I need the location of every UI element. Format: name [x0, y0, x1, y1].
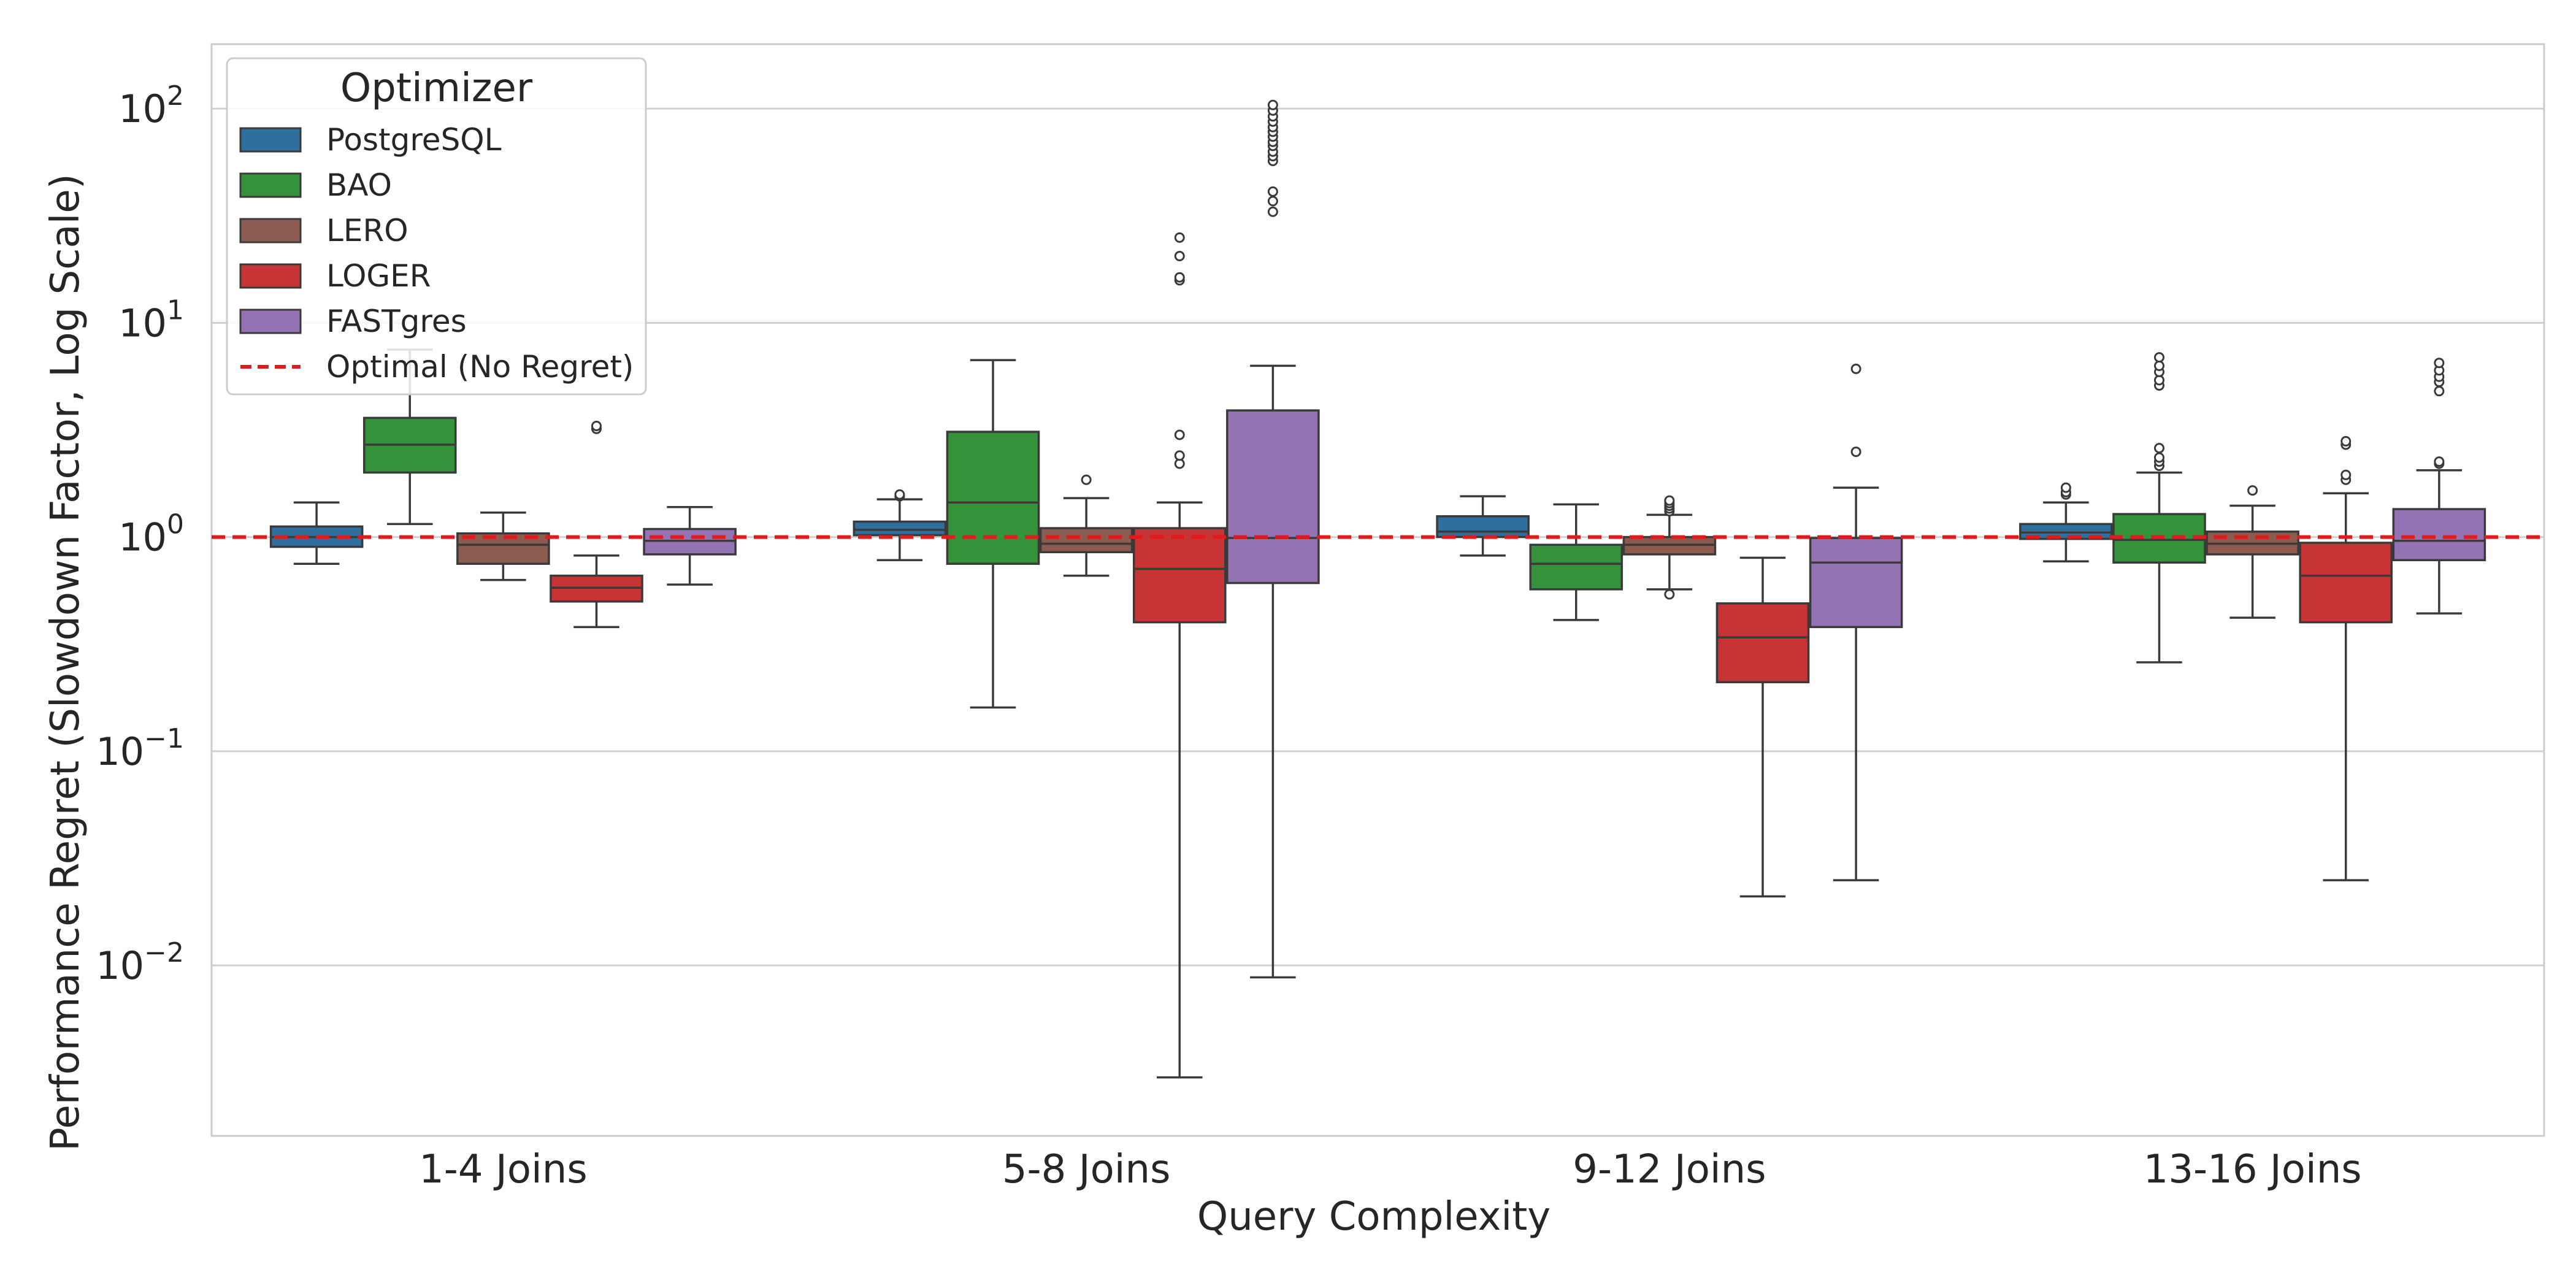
- box: [853, 520, 947, 537]
- outlier-point: [2154, 352, 2165, 363]
- outlier-point: [1174, 429, 1185, 440]
- y-axis-label: Performance Regret (Slowdown Factor, Log…: [43, 174, 88, 1151]
- legend-swatch: [239, 127, 302, 153]
- outlier-point: [2434, 386, 2445, 397]
- x-tick-label: 5-8 Joins: [1002, 1147, 1171, 1192]
- x-tick-label: 1-4 Joins: [419, 1147, 588, 1192]
- series-loger: [550, 232, 2393, 1079]
- legend-title: Optimizer: [340, 66, 533, 111]
- axes: 102 101 100 10−1 10−2 1-4 Joins 5-8 Joins 9-12 …: [96, 43, 2545, 1192]
- outlier-point: [1850, 447, 1861, 458]
- outlier-point: [2060, 482, 2071, 493]
- plot-frame: [210, 43, 2545, 1137]
- legend-label: BAO: [326, 167, 392, 203]
- outlier-point: [2247, 485, 2258, 496]
- legend-label: LERO: [326, 213, 408, 248]
- box: [2392, 508, 2486, 562]
- legend-swatch: [239, 309, 302, 334]
- legend-swatch: [239, 263, 302, 289]
- x-tick-label: 13-16 Joins: [2144, 1147, 2362, 1192]
- box: [1039, 527, 1133, 553]
- outlier-point: [2154, 375, 2165, 386]
- legend-box: [226, 57, 647, 396]
- box: [1809, 537, 1903, 629]
- box: [1226, 409, 1320, 585]
- outlier-point: [2434, 358, 2445, 369]
- box: [946, 431, 1040, 565]
- y-tick-label: 10−1: [96, 723, 184, 774]
- legend-label: PostgreSQL: [326, 122, 502, 158]
- box: [1715, 602, 1810, 684]
- legend: Optimizer PostgreSQL BAO LERO LOGER FASTgres O…: [226, 57, 647, 396]
- outlier-point: [1850, 363, 1861, 374]
- outlier-point: [1174, 250, 1185, 261]
- outlier-point: [894, 489, 905, 500]
- box: [1529, 543, 1623, 591]
- outlier-point: [1664, 495, 1675, 506]
- outlier-point: [2340, 435, 2352, 447]
- outlier-point: [1174, 450, 1185, 461]
- outlier-point: [1267, 196, 1278, 207]
- outlier-point: [2154, 360, 2165, 371]
- y-tick-label: 100: [118, 509, 184, 560]
- box: [1436, 515, 1530, 539]
- outlier-point: [1267, 99, 1278, 110]
- outlier-point: [1174, 232, 1185, 243]
- y-tick-label: 102: [118, 80, 184, 131]
- y-tick-label: 10−2: [96, 937, 184, 988]
- x-axis-label: Query Complexity: [1197, 1194, 1551, 1240]
- outlier-point: [2154, 443, 2165, 454]
- legend-label: LOGER: [326, 258, 431, 294]
- box: [2299, 542, 2393, 624]
- x-tick-label: 9-12 Joins: [1573, 1147, 1766, 1192]
- outlier-point: [1174, 272, 1185, 283]
- legend-swatch: [239, 172, 302, 198]
- outlier-point: [591, 421, 602, 432]
- box: [1132, 527, 1227, 624]
- legend-label: Optimal (No Regret): [326, 349, 634, 385]
- legend-label: FASTgres: [326, 304, 467, 339]
- outlier-point: [1081, 474, 1092, 485]
- legend-swatch: [239, 218, 302, 243]
- outlier-point: [1267, 186, 1278, 197]
- outlier-point: [1664, 589, 1675, 600]
- y-tick-label: 101: [118, 294, 184, 345]
- outlier-point: [1267, 206, 1278, 217]
- outlier-point: [2340, 469, 2352, 480]
- outlier-point: [2434, 456, 2445, 467]
- outlier-point: [2154, 452, 2165, 463]
